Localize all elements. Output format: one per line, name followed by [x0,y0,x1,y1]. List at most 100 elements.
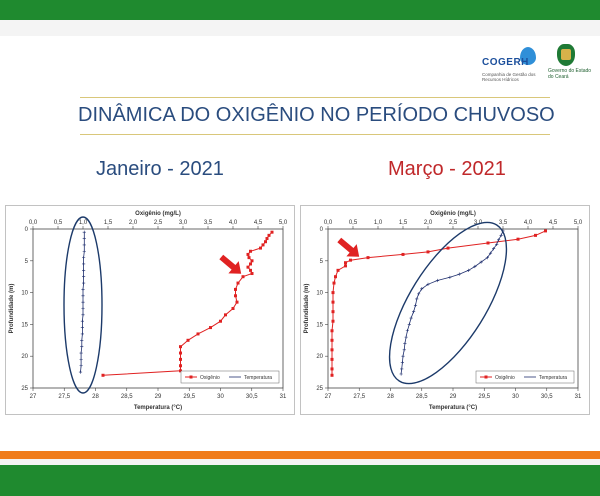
depth-tick-label: 15 [21,322,28,328]
temperature-data-point [457,272,461,276]
temperature-data-point [401,354,405,358]
oxygen-data-point [270,230,274,234]
oxygen-tick-label: 2,5 [154,220,163,226]
temperature-data-point [488,251,493,255]
oxygen-data-point [366,256,370,260]
title-divider-top [80,97,550,98]
oxygen-data-point [330,367,334,371]
temperature-data-point [404,335,408,339]
depth-tick-label: 5 [320,259,324,265]
oxygen-tick-label: 0,5 [349,220,358,226]
oxygen-data-point [235,300,239,304]
oxygen-tick-label: 0,5 [54,220,63,226]
depth-tick-label: 25 [316,386,323,392]
government-logo: Governo do Estado do Ceará [548,44,598,94]
oxygen-data-point [331,300,335,304]
temperature-data-point [81,294,85,298]
temperature-tick-label: 27,5 [353,394,365,400]
temperature-axis-title: Temperatura (°C) [429,405,477,411]
temperature-tick-label: 27 [30,394,37,400]
temperature-data-point [402,348,406,352]
temperature-data-point [479,260,483,264]
cogerh-logo-subtitle: Companhia de Gestão dos Recursos Hídrico… [482,72,536,82]
oxygen-data-point [247,256,251,260]
temperature-data-point [79,351,83,355]
temperature-tick-label: 31 [575,394,582,400]
temperature-data-point [82,281,86,285]
oxygen-tick-label: 0,0 [324,220,333,226]
temperature-tick-label: 27 [325,394,332,400]
temperature-data-point [82,249,86,253]
oxygen-data-point [224,313,227,317]
temperature-tick-label: 30,5 [246,394,258,400]
oxygen-data-point [332,281,336,285]
oxygen-data-point [231,307,235,310]
temperature-data-point [467,268,471,272]
oxygen-tick-label: 1,0 [79,220,88,226]
temperature-data-point [435,278,439,283]
cogerh-logo-name: COGERH [482,57,529,68]
chart-march: 0,0 0,5 1,0 1,5 2,0 2,5 3,0 3,5 4,0 4,5 5,0 Oxigêni… [300,205,590,415]
temperature-tick-label: 28 [387,394,394,400]
oxygen-data-point [234,287,237,291]
temperature-data-point [82,243,86,247]
temperature-data-point [400,367,404,371]
red-arrow-icon [337,237,360,257]
oxygen-tick-label: 3,0 [179,220,188,226]
oxygen-tick-label: 3,5 [499,220,508,226]
temperature-tick-label: 30 [512,394,519,400]
legend-oxygen-marker [189,375,193,379]
temperature-data-point [448,275,452,279]
temperature-data-point [81,300,85,304]
temperature-data-point [81,287,85,292]
oxygen-tick-label: 4,5 [254,220,263,226]
oxygen-data-point [265,237,269,241]
title-divider-bottom [80,134,550,135]
temperature-data-point [420,287,424,291]
temperature-data-point [80,332,84,336]
oxygen-data-point [534,233,537,237]
legend-oxygen-marker [484,375,488,379]
temperature-data-point [81,313,85,317]
temperature-data-point [412,310,416,314]
chart-march-svg: 0,0 0,5 1,0 1,5 2,0 2,5 3,0 3,5 4,0 4,5 5,0Oxigêni… [300,205,590,415]
temperature-data-point [82,256,86,260]
oxygen-data-point [209,326,212,330]
oxygen-data-point [426,250,430,254]
temperature-axis-title: Temperatura (°C) [134,405,182,411]
oxygen-tick-label: 1,0 [374,220,383,226]
oxygen-data-point [330,329,334,333]
temperature-tick-label: 30,5 [541,394,553,400]
temperature-data-point [82,262,86,266]
bottom-orange-bar [0,451,600,459]
oxygen-data-point [236,281,240,285]
temperature-data-point [399,372,403,376]
legend-temperature-label: Temperatura [539,375,567,381]
oxygen-data-point [331,291,335,295]
state-seal-icon [557,44,575,66]
oxygen-data-point [344,264,347,268]
page-title: DINÂMICA DO OXIGÊNIO NO PERÍODO CHUVOSO [78,104,555,126]
oxygen-data-point [249,262,252,266]
oxygen-tick-label: 0,0 [29,220,38,226]
oxygen-data-point [250,259,254,263]
temperature-data-point [413,303,418,307]
oxygen-data-point [219,319,222,323]
depth-tick-label: 10 [21,291,28,297]
oxygen-data-point [249,268,252,272]
oxygen-tick-label: 4,0 [524,220,533,226]
oxygen-data-point [267,233,271,237]
oxygen-tick-label: 5,0 [279,220,288,226]
oxygen-data-point [179,351,182,355]
oxygen-tick-label: 3,5 [204,220,213,226]
oxygen-data-point [330,357,334,361]
temperature-data-point [473,264,477,269]
temperature-data-point [405,329,409,333]
temperature-highlight-ellipse [63,216,103,394]
temperature-data-point [80,345,84,349]
temperature-data-point [497,238,501,242]
panel-title-january: Janeiro - 2021 [96,158,224,180]
temperature-data-point [82,275,86,279]
temperature-tick-label: 28,5 [416,394,428,400]
oxygen-data-point [179,364,182,368]
